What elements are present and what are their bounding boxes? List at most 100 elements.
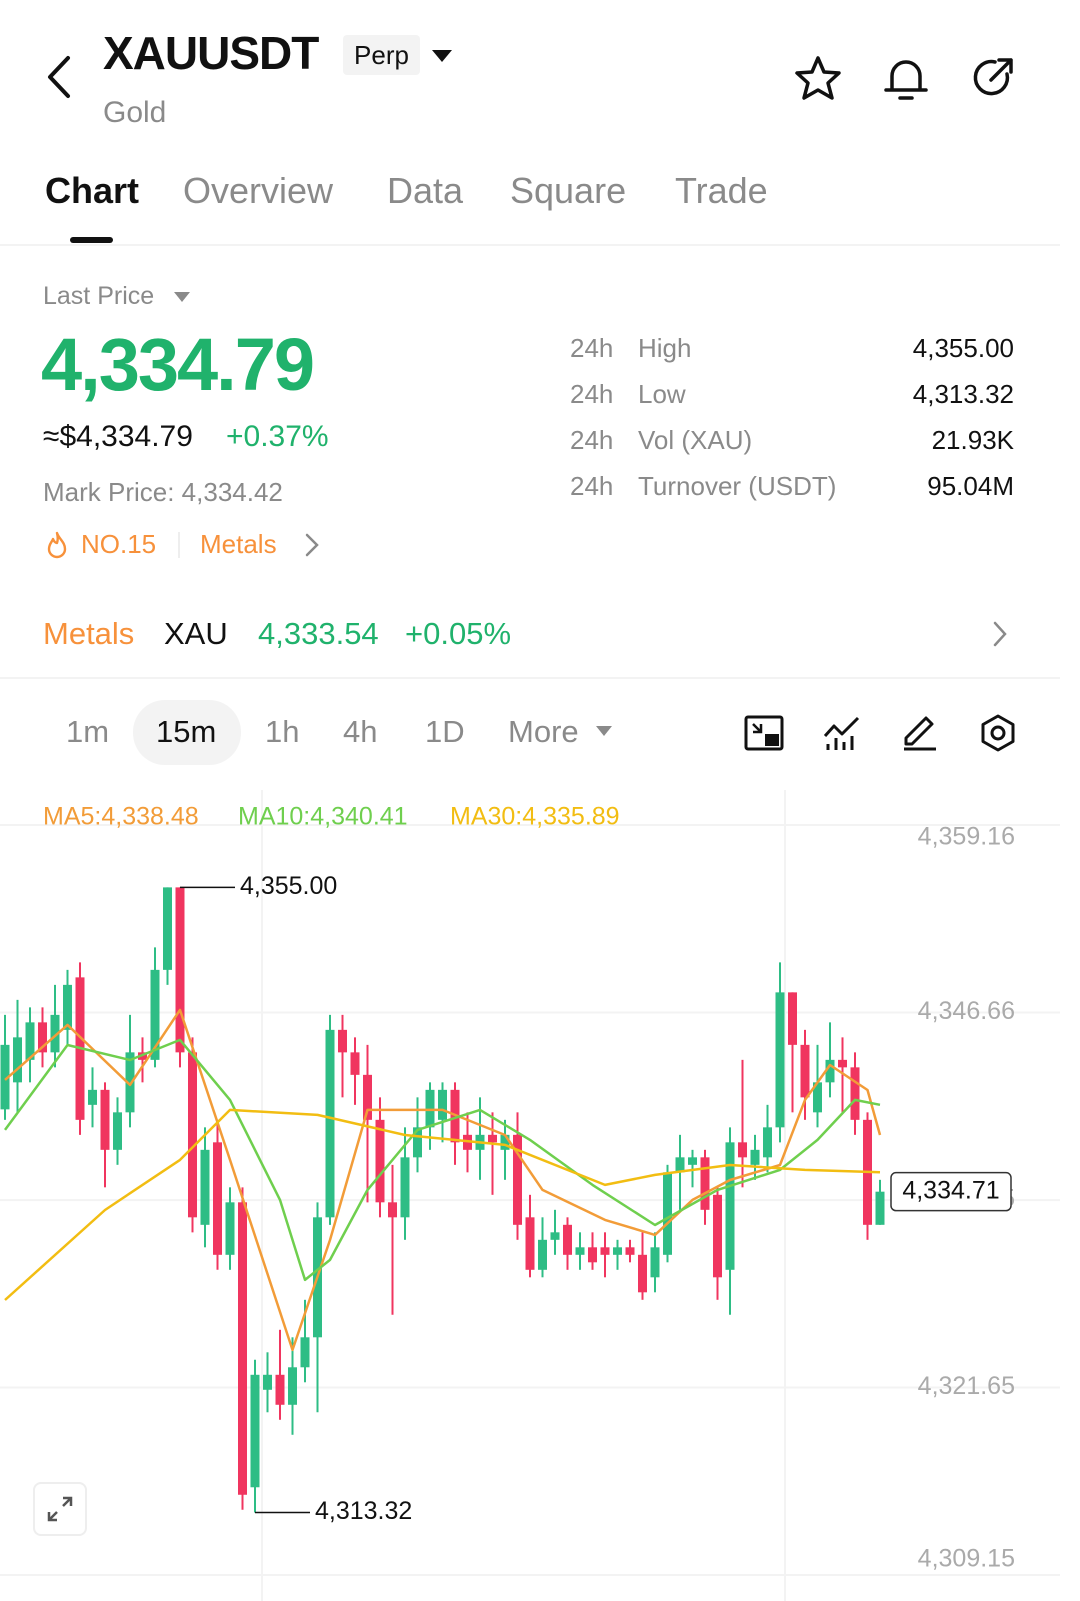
y-tick-label: 4,346.66 (918, 997, 1015, 1025)
hot-icon (47, 531, 67, 559)
index-sector[interactable]: Metals (43, 616, 135, 651)
candle-body (738, 1142, 747, 1158)
stat-value: 4,355.00 (912, 333, 1014, 363)
price-type-dropdown[interactable] (172, 290, 192, 304)
candle-body (38, 1022, 47, 1053)
stat-period: 24h (570, 425, 614, 455)
candle-body (763, 1127, 772, 1158)
fullscreen-icon (47, 1496, 73, 1522)
candle-body (488, 1134, 497, 1143)
candle-body (363, 1074, 372, 1120)
interval-more[interactable]: More (508, 714, 579, 749)
back-button[interactable] (40, 52, 80, 102)
alert-icon[interactable] (880, 52, 932, 104)
candle-body (550, 1232, 560, 1240)
candle-body (63, 984, 72, 1030)
candle-body (113, 1112, 122, 1150)
last-price: 4,334.79 (41, 323, 315, 406)
settings-icon[interactable] (978, 713, 1018, 753)
interval[interactable]: 1m (66, 714, 110, 749)
interval[interactable]: 1D (425, 714, 465, 749)
stat-period: 24h (570, 471, 614, 501)
high-marker-label: 4,355.00 (240, 872, 337, 900)
pip-icon[interactable] (743, 714, 785, 752)
candle-body (825, 1059, 835, 1083)
candle-body (788, 992, 797, 1045)
candle-body (663, 1172, 672, 1255)
stat-period: 24h (570, 333, 614, 363)
candle-body (425, 1089, 435, 1128)
interval[interactable]: 15m (156, 714, 217, 749)
last-price-label[interactable]: Last Price (43, 282, 155, 310)
stat-value: 4,313.32 (912, 379, 1014, 409)
stat-period: 24h (570, 379, 614, 409)
candle-body (238, 1202, 247, 1495)
candle-body (525, 1217, 535, 1270)
interval-selected-bg (133, 700, 241, 765)
candle-body (650, 1247, 660, 1278)
symbol-dropdown[interactable] (430, 48, 454, 64)
divider (0, 677, 1060, 679)
tab-indicator (70, 237, 113, 243)
divider (0, 244, 1060, 246)
tab[interactable]: Trade (675, 170, 768, 211)
index-change: +0.05% (405, 616, 512, 651)
candle-body (350, 1052, 360, 1075)
ma-line (4, 1108, 881, 1301)
rank[interactable]: NO.15 (81, 529, 157, 559)
mark-price: Mark Price: 4,334.42 (43, 477, 283, 507)
favorite-icon[interactable] (792, 54, 844, 104)
candle-body (388, 1202, 397, 1218)
candle-body (438, 1089, 447, 1120)
candle-body (800, 1044, 810, 1098)
current-price-label: 4,334.71 (902, 1176, 999, 1204)
candle-body (675, 1157, 685, 1173)
fullscreen-button[interactable] (33, 1482, 87, 1536)
candle-body (588, 1247, 597, 1263)
interval[interactable]: 4h (343, 714, 378, 749)
more-dropdown[interactable] (594, 724, 614, 738)
candle-body (600, 1247, 610, 1255)
tab[interactable]: Square (510, 170, 627, 211)
candle-body (288, 1367, 297, 1405)
draw-icon[interactable] (900, 714, 940, 752)
share-icon[interactable] (967, 52, 1019, 104)
candle-body (250, 1374, 260, 1488)
chevron[interactable] (302, 532, 322, 558)
indicator-icon[interactable] (822, 714, 862, 752)
candle-body (513, 1134, 522, 1225)
candle-body (413, 1127, 422, 1158)
candle-body (700, 1157, 710, 1210)
candle-body (563, 1224, 572, 1255)
asset-name: Gold (103, 96, 167, 129)
tab[interactable]: Overview (183, 170, 334, 211)
current-price-box (890, 1171, 1012, 1212)
candle-body (125, 1052, 135, 1113)
ma-label: MA30:4,335.89 (450, 803, 620, 831)
candle-body (25, 1022, 35, 1060)
perp-badge: Perp (343, 35, 420, 75)
sector[interactable]: Metals (200, 529, 277, 559)
candle-body (725, 1142, 735, 1270)
ma-label: MA5:4,338.48 (43, 803, 199, 831)
candle-body (613, 1247, 622, 1255)
candle-body (625, 1247, 635, 1255)
approx-price: ≈$4,334.79 (43, 420, 193, 453)
interval[interactable]: 1h (265, 714, 300, 749)
tab[interactable]: Chart (45, 170, 140, 211)
symbol: XAUUSDT (103, 27, 319, 79)
candle-body (300, 1337, 310, 1368)
index-chevron[interactable] (990, 620, 1010, 648)
tab[interactable]: Data (387, 170, 464, 211)
candle-body (50, 1014, 60, 1053)
stat-value: 21.93K (931, 425, 1014, 455)
candle-body (750, 1149, 760, 1165)
price-change: +0.37% (226, 420, 329, 453)
candle-body (338, 1029, 347, 1053)
candle-body (0, 1044, 10, 1110)
candle-body (400, 1157, 410, 1218)
candle-body (500, 1134, 510, 1150)
